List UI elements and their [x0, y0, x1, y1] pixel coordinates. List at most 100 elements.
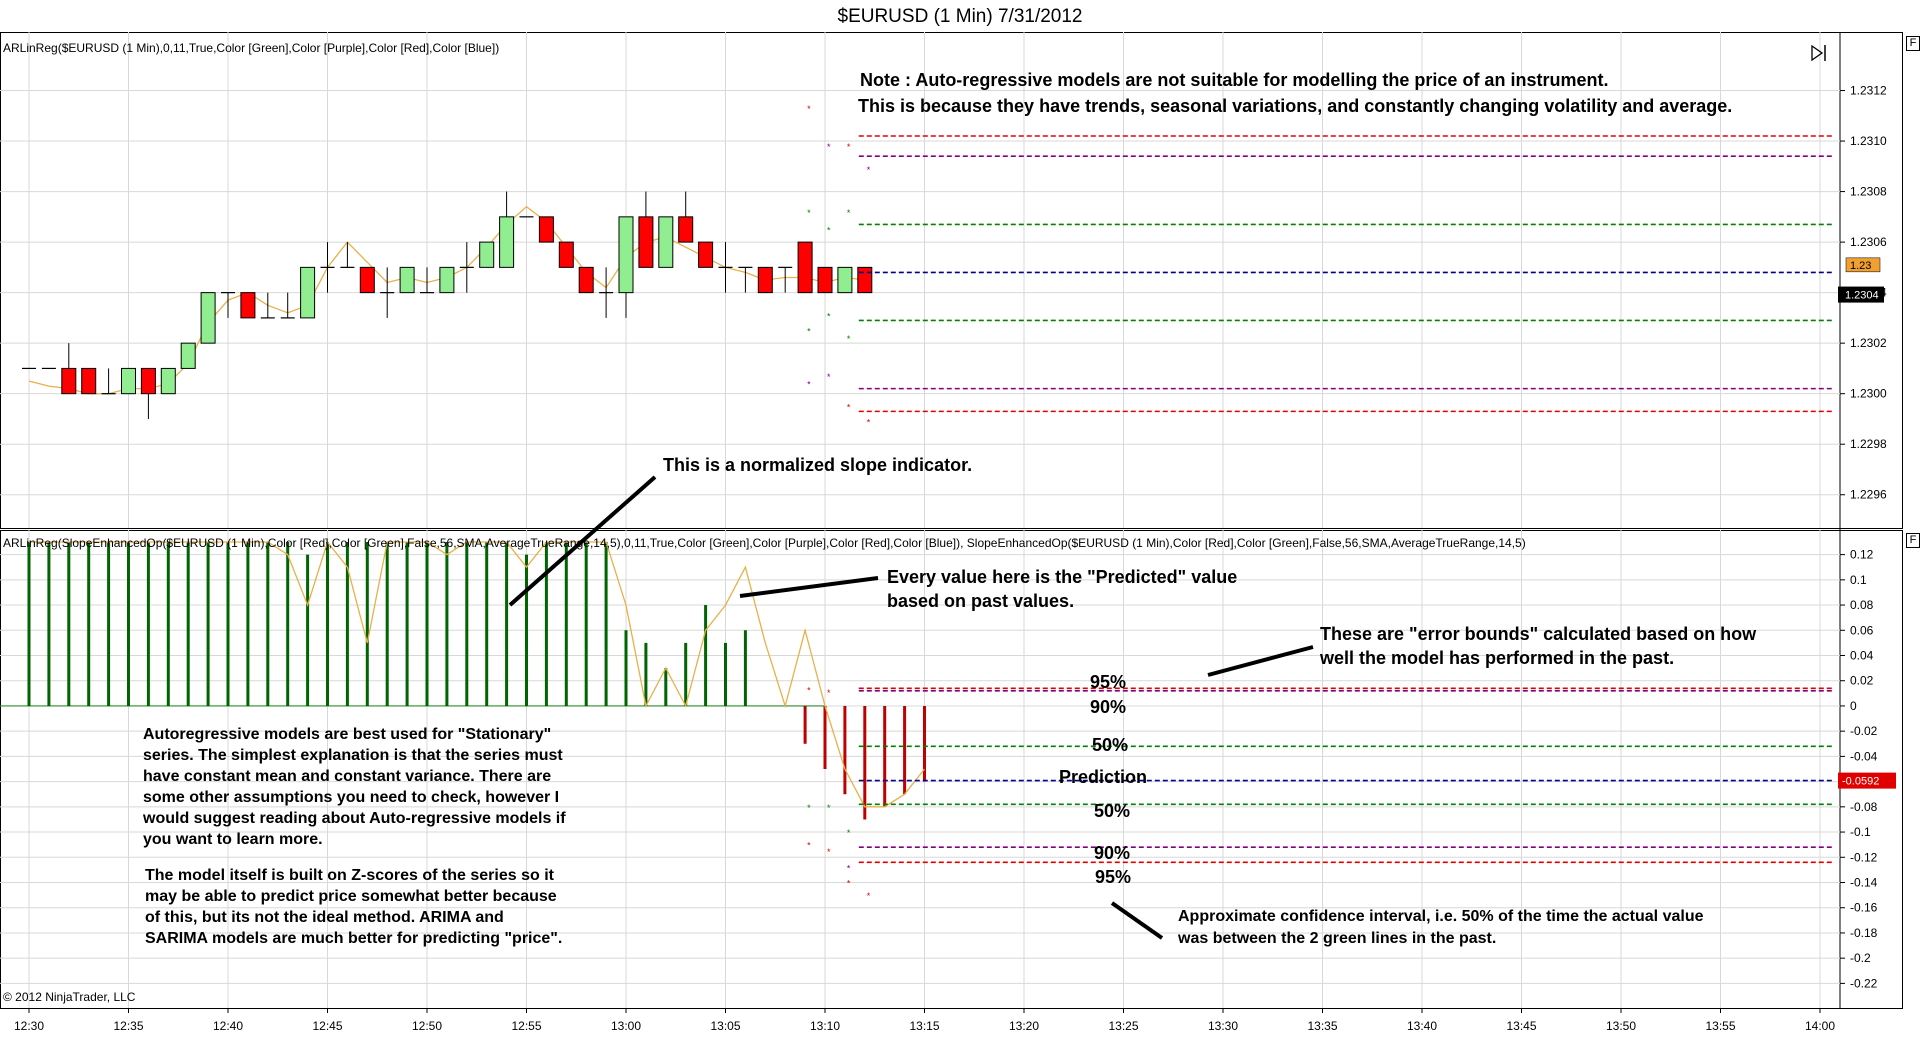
slope-y-label: 0 — [1850, 699, 1857, 713]
price-y-label: 1.2300 — [1850, 387, 1887, 401]
price-panel-letter[interactable]: F — [1906, 36, 1920, 51]
price-y-label: 1.2308 — [1850, 185, 1887, 199]
candle-body — [399, 266, 415, 294]
slope-y-label: 0.08 — [1850, 598, 1874, 612]
x-tick-label: 13:30 — [1208, 1019, 1238, 1033]
price-band-marker: * — [807, 208, 811, 218]
candle-body — [678, 216, 694, 243]
x-tick-label: 13:10 — [810, 1019, 840, 1033]
pointer-predicted — [739, 576, 879, 598]
slope-y-label: 0.06 — [1850, 623, 1874, 637]
slope-y-label: -0.04 — [1850, 749, 1878, 763]
slope-predicted-line — [29, 540, 926, 808]
price-panel-label: ARLinReg($EURUSD (1 Min),0,11,True,Color… — [3, 41, 500, 55]
error-bounds-note-1: These are "error bounds" calculated base… — [1320, 624, 1757, 644]
x-tick-label: 13:20 — [1009, 1019, 1039, 1033]
slope-band-marker: * — [847, 828, 851, 838]
slope-band-marker: * — [807, 841, 811, 851]
slope-value-badge: -0.0592 — [1842, 776, 1879, 788]
x-tick-label: 13:50 — [1606, 1019, 1636, 1033]
band-label-95-bottom: 95% — [1095, 867, 1132, 887]
candle-body — [200, 292, 216, 344]
price-band-marker: * — [867, 165, 871, 175]
price-y-label: 1.2302 — [1850, 336, 1887, 350]
slope-band-marker: * — [867, 891, 871, 901]
candle-body — [180, 342, 196, 369]
x-tick-label: 13:40 — [1407, 1019, 1437, 1033]
candle-body — [558, 241, 574, 268]
price-panel-frame — [0, 32, 1903, 529]
x-tick-label: 12:45 — [312, 1019, 342, 1033]
candle-body — [121, 367, 136, 395]
price-band-marker: * — [847, 142, 851, 152]
stationary-note-6: you want to learn more. — [143, 831, 323, 848]
slope-band-marker: * — [827, 688, 831, 698]
confidence-note-1: Approximate confidence interval, i.e. 50… — [1178, 908, 1704, 925]
slope-y-label: 0.02 — [1850, 674, 1874, 688]
x-tick-label: 12:40 — [213, 1019, 243, 1033]
price-band-marker: * — [867, 417, 871, 427]
price-ma-line — [28, 205, 865, 395]
price-band-marker: * — [827, 225, 831, 235]
slope-y-label: -0.08 — [1850, 800, 1878, 814]
slope-panel-letter[interactable]: F — [1906, 533, 1920, 548]
x-tick-label: 12:50 — [412, 1019, 442, 1033]
band-label-90-top: 90% — [1090, 697, 1127, 717]
slope-panel-label: ARLinReg(SlopeEnhancedOp($EURUSD (1 Min)… — [3, 536, 1526, 550]
candle-body — [140, 367, 156, 395]
price-y-label: 1.2306 — [1850, 235, 1887, 249]
last-price-badge-bg — [1838, 286, 1884, 303]
price-badge: 1.23 — [1850, 260, 1871, 272]
predicted-note-2: based on past values. — [887, 591, 1075, 611]
x-tick-label: 12:55 — [511, 1019, 541, 1033]
candle-body — [359, 266, 375, 294]
zscore-note-2: may be able to predict price somewhat be… — [145, 888, 557, 905]
slope-y-label: 0.12 — [1850, 548, 1874, 562]
pointer-error-bounds — [1207, 645, 1314, 677]
slope-band-marker: * — [847, 863, 851, 873]
price-band-marker: * — [807, 327, 811, 337]
slope-y-label: 0.1 — [1850, 573, 1867, 587]
x-tick-label: 13:45 — [1506, 1019, 1536, 1033]
candle-body — [578, 266, 594, 294]
candle-body — [817, 266, 833, 294]
price-y-label: 1.2298 — [1850, 437, 1887, 451]
pointer-slope-indicator — [508, 475, 657, 607]
confidence-note-2: was between the 2 green lines in the pas… — [1178, 930, 1497, 947]
candle-body — [658, 216, 674, 268]
predicted-note-1: Every value here is the "Predicted" valu… — [887, 567, 1238, 587]
x-tick-label: 13:35 — [1307, 1019, 1337, 1033]
price-band-marker: * — [827, 142, 831, 152]
slope-y-label: -0.18 — [1850, 926, 1878, 940]
slope-y-label: -0.22 — [1850, 976, 1878, 990]
candle-body — [479, 241, 495, 268]
stationary-note-2: series. The simplest explanation is that… — [143, 747, 563, 764]
slope-y-label: -0.2 — [1850, 951, 1871, 965]
slope-band-marker: * — [827, 803, 831, 813]
candle-body — [757, 266, 773, 294]
price-band-marker: * — [807, 380, 811, 390]
price-band-marker: * — [847, 208, 851, 218]
slope-band-marker: * — [807, 803, 811, 813]
chart-title: $EURUSD (1 Min) 7/31/2012 — [837, 6, 1083, 27]
stationary-note-4: some other assumptions you need to check… — [143, 789, 560, 806]
candle-body — [300, 266, 316, 319]
note-line-2: This is because they have trends, season… — [858, 96, 1733, 116]
error-bounds-note-2: well the model has performed in the past… — [1320, 648, 1675, 668]
band-label-50-bottom: 50% — [1094, 801, 1131, 821]
x-tick-label: 13:00 — [611, 1019, 641, 1033]
band-label-prediction: Prediction — [1059, 767, 1148, 787]
price-badge-bg — [1845, 257, 1881, 273]
candle-body — [638, 216, 654, 268]
playback-icon — [1811, 44, 1824, 62]
zscore-note-1: The model itself is built on Z-scores of… — [145, 867, 554, 884]
band-label-95-top: 95% — [1090, 672, 1127, 692]
last-price-badge: 1.2304 — [1845, 290, 1879, 302]
candle-body — [160, 367, 176, 395]
slope-band-marker: * — [827, 847, 831, 857]
price-y-label: 1.2296 — [1850, 488, 1887, 502]
band-label-90-bottom: 90% — [1094, 843, 1131, 863]
x-tick-label: 13:55 — [1705, 1019, 1735, 1033]
candle-body — [618, 216, 634, 294]
